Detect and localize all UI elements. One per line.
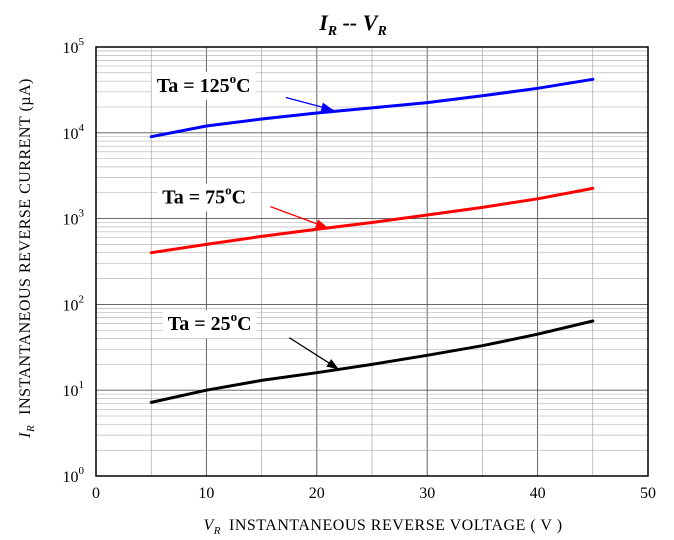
x-axis-label: VR INSTANTANEOUS REVERSE VOLTAGE ( V ) xyxy=(203,517,562,537)
x-axis-text: INSTANTANEOUS REVERSE VOLTAGE ( V ) xyxy=(229,517,563,534)
annotation-label: Ta = 25oC xyxy=(168,309,252,335)
annotation-arrow-head xyxy=(320,102,334,112)
y-tick-label: 104 xyxy=(63,122,85,143)
x-axis-subscript: R xyxy=(213,525,221,537)
title-subscript-2: R xyxy=(376,24,386,39)
tick-labels: 0 10 20 30 40 50 100 101 102 103 104 105 xyxy=(63,36,657,502)
title-separator: -- xyxy=(337,10,363,35)
x-tick-label: 50 xyxy=(640,485,656,502)
x-tick-label: 20 xyxy=(309,485,325,502)
chart-title: IR -- VR xyxy=(318,10,387,39)
y-tick-label: 103 xyxy=(63,208,85,229)
y-axis-symbol: I xyxy=(17,432,34,439)
y-tick-label: 101 xyxy=(63,379,85,400)
y-tick-label: 102 xyxy=(63,293,85,314)
annotation-label: Ta = 125oC xyxy=(157,71,251,97)
x-axis-symbol: V xyxy=(203,517,215,534)
series-line-1 xyxy=(149,77,595,139)
annotation-bg xyxy=(157,183,252,212)
series-line-2 xyxy=(149,186,595,255)
title-symbol-2: V xyxy=(363,10,380,35)
plot-frame xyxy=(95,46,649,477)
y-axis-subscript: R xyxy=(25,425,37,433)
x-tick-label: 0 xyxy=(92,485,100,502)
annotations: Ta = 125oC Ta = 75oC Ta = 25oC xyxy=(151,71,340,370)
annotation-bg xyxy=(162,310,257,339)
x-tick-label: 10 xyxy=(198,485,214,502)
x-tick-label: 40 xyxy=(530,485,546,502)
series-line-3 xyxy=(149,319,595,404)
y-tick-label: 105 xyxy=(63,36,85,57)
series-lines xyxy=(149,77,595,404)
y-tick-label: 100 xyxy=(63,465,85,486)
title-symbol-1: I xyxy=(318,10,329,35)
y-axis-label: IR INSTANTANEOUS REVERSE CURRENT (µA) xyxy=(17,78,37,439)
grid xyxy=(96,47,648,476)
annotation-label: Ta = 75oC xyxy=(162,182,246,208)
y-axis-text: INSTANTANEOUS REVERSE CURRENT (µA) xyxy=(17,78,34,415)
annotation-bg xyxy=(151,71,256,100)
x-tick-label: 30 xyxy=(419,485,435,502)
title-subscript-1: R xyxy=(327,24,337,39)
annotation-arrow-head xyxy=(326,359,339,370)
annotation-arrow-head xyxy=(315,219,328,228)
